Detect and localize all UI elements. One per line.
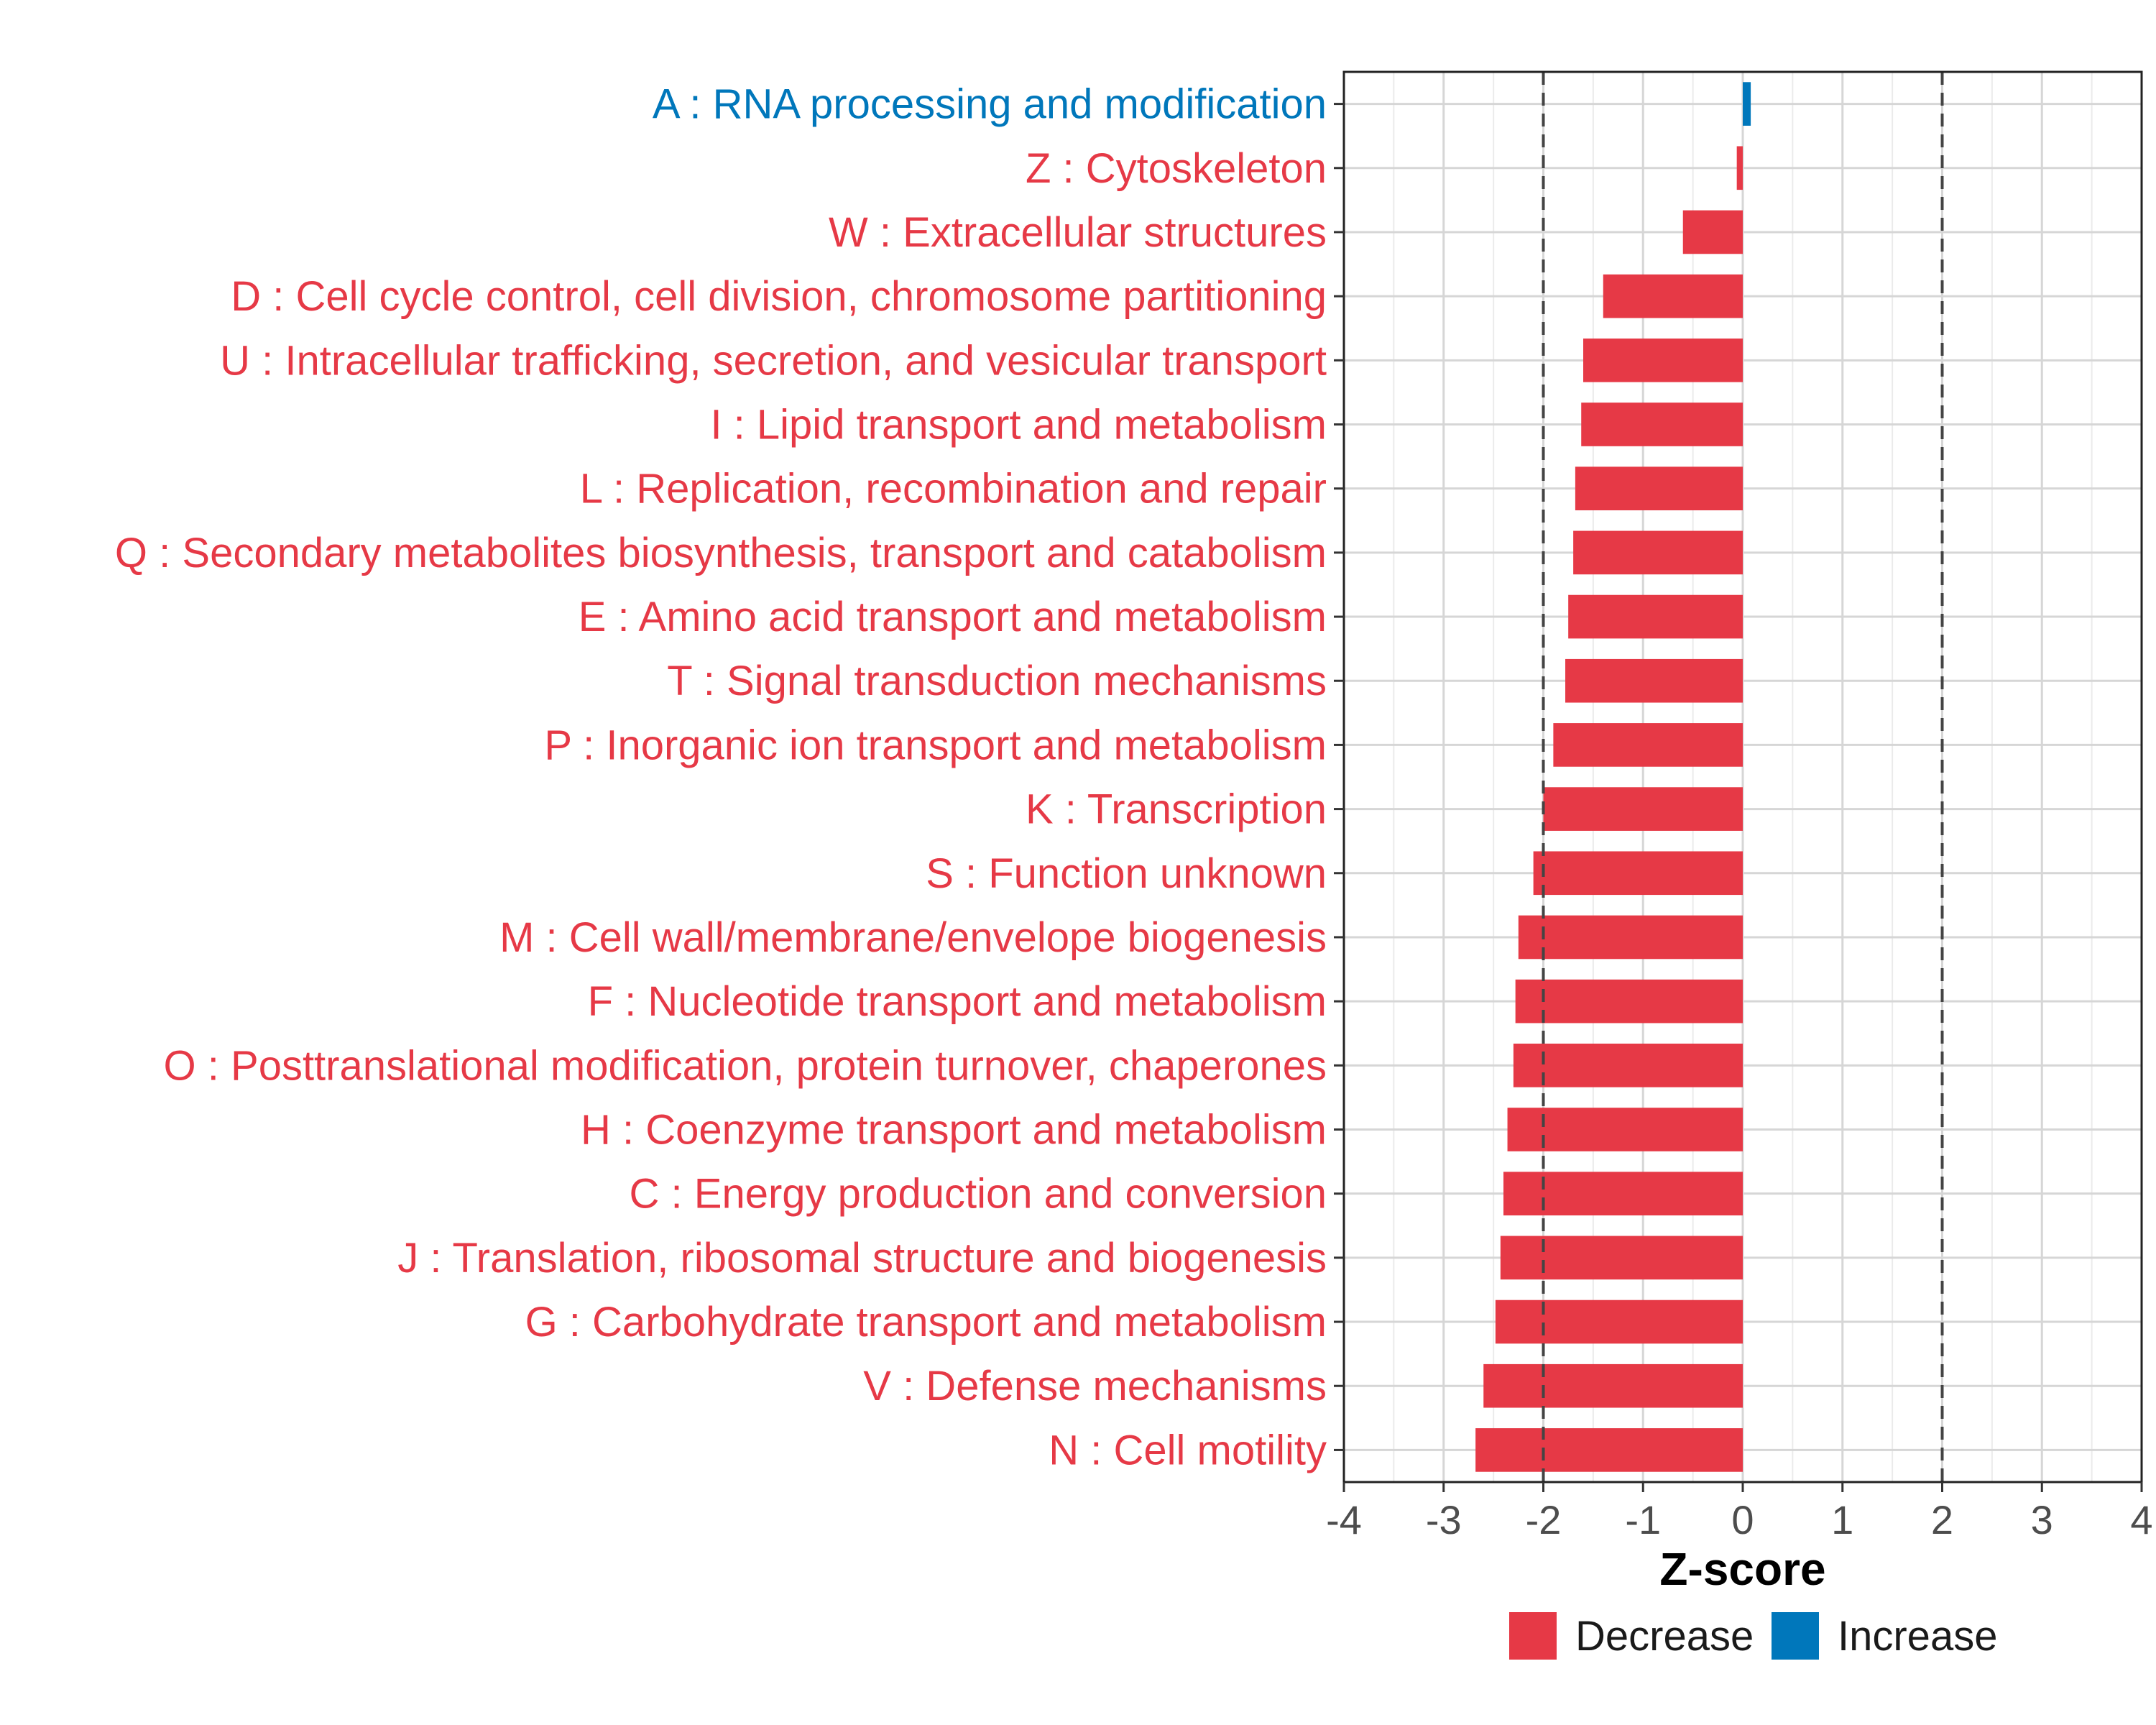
bar	[1507, 1108, 1743, 1151]
bar	[1736, 146, 1743, 190]
bar	[1575, 466, 1743, 511]
x-tick-label: -4	[1326, 1497, 1362, 1542]
category-label: J : Translation, ribosomal structure and…	[397, 1235, 1327, 1282]
category-label: U : Intracellular trafficking, secretion…	[220, 337, 1327, 384]
bar	[1743, 82, 1751, 126]
reference-lines	[1542, 72, 1944, 1482]
category-label: Q : Secondary metabolites biosynthesis, …	[115, 530, 1327, 576]
category-label: E : Amino acid transport and metabolism	[579, 594, 1327, 640]
bar	[1483, 1363, 1743, 1408]
bar	[1513, 1043, 1743, 1087]
category-label: L : Replication, recombination and repai…	[580, 466, 1327, 512]
x-tick-label: 0	[1731, 1497, 1754, 1542]
bar	[1682, 210, 1743, 254]
bar	[1515, 979, 1743, 1024]
bar	[1543, 787, 1743, 831]
category-label: C : Energy production and conversion	[630, 1171, 1327, 1218]
category-label: H : Coenzyme transport and metabolism	[581, 1107, 1327, 1154]
x-tick-label: -2	[1526, 1497, 1562, 1542]
bar	[1533, 851, 1743, 896]
category-label: T : Signal transduction mechanisms	[667, 658, 1327, 704]
category-labels: A : RNA processing and modification Z : C…	[115, 81, 1344, 1473]
bar	[1573, 530, 1743, 575]
x-tick-label: 3	[2031, 1497, 2053, 1542]
legend-label-increase: Increase	[1838, 1613, 1997, 1660]
category-label: K : Transcription	[1026, 786, 1327, 833]
bar	[1603, 274, 1743, 318]
category-label: W : Extracellular structures	[829, 209, 1327, 256]
bar	[1500, 1236, 1743, 1280]
bar	[1495, 1300, 1743, 1344]
bars	[1475, 82, 1751, 1472]
category-label: O : Posttranslational modification, prot…	[164, 1042, 1327, 1089]
category-label: A : RNA processing and modification	[653, 81, 1327, 128]
category-label: P : Inorganic ion transport and metaboli…	[544, 722, 1327, 768]
bar	[1581, 402, 1743, 446]
bar	[1583, 338, 1743, 382]
bar	[1568, 594, 1743, 639]
category-label: S : Function unknown	[926, 850, 1327, 897]
bar	[1553, 723, 1743, 767]
bar	[1518, 915, 1743, 960]
category-label: F : Nucleotide transport and metabolism	[588, 978, 1327, 1025]
category-label: D : Cell cycle control, cell division, c…	[231, 273, 1327, 320]
bar	[1475, 1428, 1743, 1472]
legend: Decrease Increase	[1509, 1612, 1997, 1660]
legend-swatch-decrease	[1509, 1612, 1557, 1660]
category-label: I : Lipid transport and metabolism	[710, 402, 1327, 448]
legend-swatch-increase	[1772, 1612, 1819, 1660]
category-label: G : Carbohydrate transport and metabolis…	[525, 1299, 1327, 1346]
x-tick-label: 2	[1931, 1497, 1953, 1542]
x-axis: -4 -3 -2 -1 0 1 2 3 4	[1326, 1482, 2153, 1542]
category-label: Z : Cytoskeleton	[1026, 145, 1327, 192]
category-label: N : Cell motility	[1049, 1427, 1327, 1473]
bar	[1503, 1172, 1743, 1216]
category-label: V : Defense mechanisms	[863, 1363, 1327, 1409]
x-tick-label: 1	[1831, 1497, 1853, 1542]
x-tick-label: -1	[1625, 1497, 1661, 1542]
x-tick-label: -3	[1426, 1497, 1462, 1542]
legend-label-decrease: Decrease	[1575, 1613, 1754, 1660]
category-label: M : Cell wall/membrane/envelope biogenes…	[499, 914, 1327, 961]
bar	[1565, 658, 1743, 703]
x-tick-label: 4	[2130, 1497, 2152, 1542]
x-axis-title: Z-score	[1659, 1543, 1825, 1595]
